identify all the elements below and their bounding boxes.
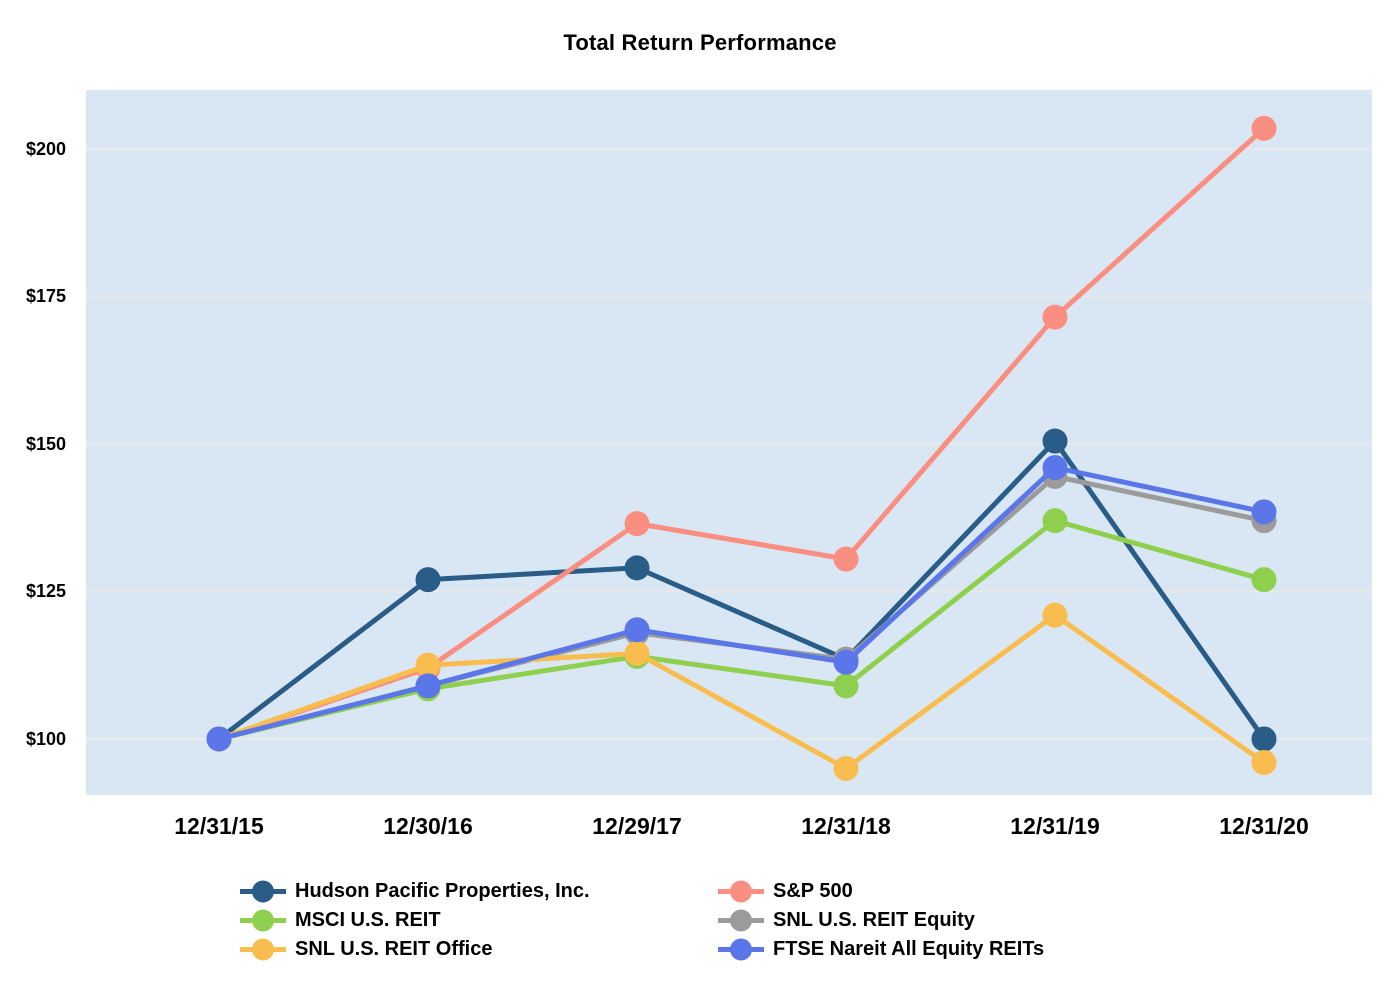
x-axis-tick-label: 12/31/15 <box>174 813 264 839</box>
series-line-snl-u-s-reit-office <box>216 612 1267 771</box>
x-axis-tick-label: 12/31/19 <box>1010 813 1100 839</box>
legend-item-s-p-500: S&P 500 <box>718 877 1044 906</box>
data-point-marker-snl-u-s-reit-office <box>415 652 441 678</box>
data-point-marker-ftse-nareit-all-equity-reits <box>833 649 859 675</box>
data-point-marker-msci-u-s-reit <box>833 673 859 699</box>
data-point-marker-snl-u-s-reit-office <box>1042 602 1068 628</box>
legend-label: MSCI U.S. REIT <box>295 909 441 931</box>
legend-marker-circle <box>730 909 752 932</box>
legend-marker-icon <box>240 880 286 903</box>
x-axis-tick-label: 12/31/18 <box>801 813 891 839</box>
legend-label: Hudson Pacific Properties, Inc. <box>295 880 590 902</box>
y-axis-tick-label: $175 <box>25 286 66 307</box>
legend-marker-icon <box>718 938 764 961</box>
x-axis-tick-label: 12/30/16 <box>383 813 473 839</box>
legend-label: FTSE Nareit All Equity REITs <box>773 938 1045 960</box>
chart-title: Total Return Performance <box>563 30 837 55</box>
data-point-marker-ftse-nareit-all-equity-reits <box>1042 455 1068 481</box>
data-point-marker-s-p-500 <box>833 546 859 572</box>
legend-marker-circle <box>730 880 752 903</box>
x-axis-tick-label: 12/31/20 <box>1219 813 1309 839</box>
legend-item-hudson-pacific-properties-inc: Hudson Pacific Properties, Inc. <box>240 877 590 906</box>
data-point-marker-snl-u-s-reit-office <box>833 755 859 781</box>
y-axis-tick-label: $150 <box>25 433 66 454</box>
legend-marker-circle <box>252 909 274 932</box>
data-point-marker-snl-u-s-reit-office <box>624 640 650 666</box>
data-point-marker-ftse-nareit-all-equity-reits <box>624 617 650 643</box>
y-axis-tick-label: $125 <box>25 581 66 602</box>
data-point-marker-hudson-pacific-properties-inc <box>624 555 650 581</box>
x-axis-tick-label: 12/29/17 <box>592 813 682 839</box>
legend-marker-icon <box>718 880 764 903</box>
data-point-marker-s-p-500 <box>1251 115 1277 141</box>
legend-marker-circle <box>252 938 274 961</box>
legend-column: Hudson Pacific Properties, Inc. MSCI U.S.… <box>240 877 590 964</box>
legend-marker-circle <box>730 938 752 961</box>
data-point-marker-ftse-nareit-all-equity-reits <box>206 726 232 752</box>
data-point-marker-snl-u-s-reit-office <box>1251 750 1277 776</box>
legend-item-ftse-nareit-all-equity-reits: FTSE Nareit All Equity REITs <box>718 935 1044 964</box>
data-point-marker-msci-u-s-reit <box>1251 567 1277 593</box>
legend-marker-icon <box>240 909 286 932</box>
data-point-marker-hudson-pacific-properties-inc <box>1042 428 1068 454</box>
y-axis-tick-label: $200 <box>25 138 66 159</box>
plot-area-background <box>86 90 1372 795</box>
legend-column: S&P 500 SNL U.S. REIT Equity FTSE Nareit A… <box>718 877 1044 964</box>
legend-label: SNL U.S. REIT Equity <box>773 909 975 931</box>
y-axis-tick-label: $100 <box>25 728 66 749</box>
legend-item-snl-u-s-reit-office: SNL U.S. REIT Office <box>240 935 590 964</box>
series-line-hudson-pacific-properties-inc <box>216 438 1267 742</box>
data-point-marker-ftse-nareit-all-equity-reits <box>415 673 441 699</box>
legend-label: S&P 500 <box>773 880 853 902</box>
data-point-marker-ftse-nareit-all-equity-reits <box>1251 499 1277 525</box>
data-point-marker-s-p-500 <box>1042 304 1068 330</box>
legend-label: SNL U.S. REIT Office <box>295 938 493 960</box>
data-point-marker-msci-u-s-reit <box>1042 508 1068 534</box>
legend-item-snl-u-s-reit-equity: SNL U.S. REIT Equity <box>718 906 1044 935</box>
data-point-marker-s-p-500 <box>624 511 650 537</box>
legend-marker-icon <box>240 938 286 961</box>
data-point-marker-hudson-pacific-properties-inc <box>415 567 441 593</box>
data-point-marker-hudson-pacific-properties-inc <box>1251 726 1277 752</box>
series-line-ftse-nareit-all-equity-reits <box>216 465 1267 742</box>
legend-marker-circle <box>252 880 274 903</box>
legend-marker-icon <box>718 909 764 932</box>
legend-item-msci-u-s-reit: MSCI U.S. REIT <box>240 906 590 935</box>
